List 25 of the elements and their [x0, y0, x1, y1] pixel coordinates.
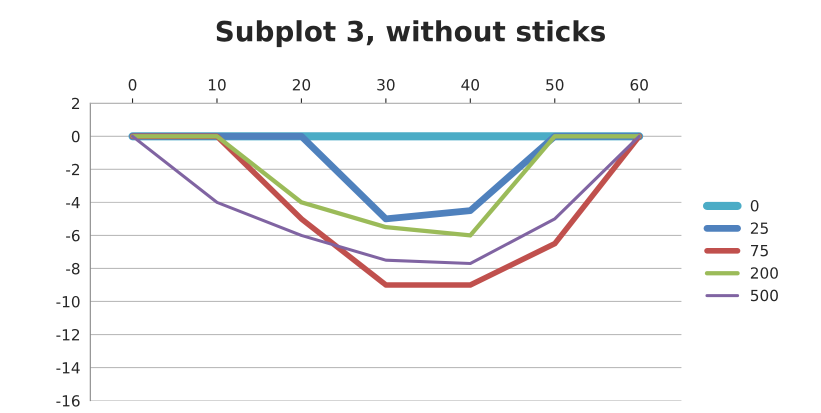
x-tick-label: 60 — [630, 79, 648, 91]
y-tick-label: -16 — [56, 395, 80, 407]
line-series — [130, 134, 642, 238]
y-tick-label: -12 — [56, 328, 80, 340]
legend-label: 500 — [750, 290, 778, 302]
legend-label: 75 — [751, 245, 768, 256]
legend-label: 25 — [750, 222, 768, 234]
chart-title: Subplot 3, without sticks — [216, 20, 605, 48]
x-tick-label: 30 — [377, 79, 395, 91]
x-tick-label: 10 — [208, 79, 226, 91]
y-tick-label: -14 — [56, 362, 80, 374]
y-tick-label: 2 — [72, 98, 80, 110]
y-tick-label: 0 — [72, 130, 80, 142]
line-series — [131, 134, 641, 266]
y-tick-label: -4 — [66, 197, 80, 208]
y-tick-label: -6 — [66, 230, 80, 242]
y-tick-label: -8 — [66, 262, 80, 274]
x-tick-label: 0 — [128, 79, 136, 91]
legend-label: 200 — [750, 267, 778, 279]
x-tick-label: 50 — [546, 79, 564, 91]
x-tick-label: 20 — [292, 79, 310, 91]
legend-label: 0 — [750, 200, 758, 212]
y-tick-label: -10 — [56, 296, 80, 308]
y-tick-label: -2 — [66, 164, 80, 176]
x-tick-label: 40 — [461, 79, 480, 91]
